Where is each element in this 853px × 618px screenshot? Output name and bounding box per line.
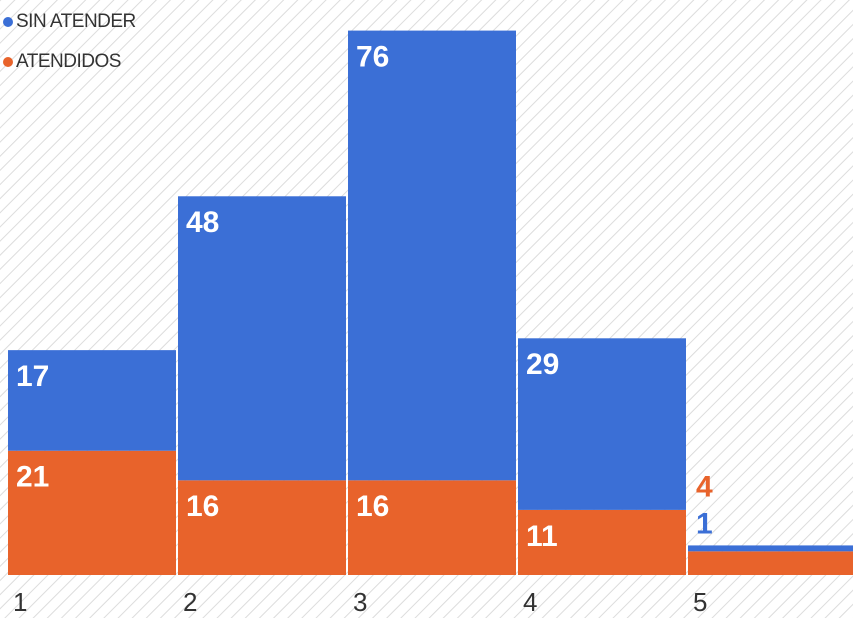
- legend-marker: [3, 57, 13, 67]
- data-label: 16: [186, 490, 219, 523]
- data-label: 76: [356, 41, 389, 74]
- data-label: 11: [526, 520, 558, 553]
- x-tick-label: 1: [13, 587, 27, 617]
- x-tick-label: 2: [183, 587, 197, 617]
- data-label: 29: [526, 348, 559, 381]
- bar-segment: [178, 196, 346, 481]
- x-tick-label: 5: [693, 587, 707, 617]
- bar-segment: [518, 509, 686, 575]
- x-tick-label: 4: [523, 587, 537, 617]
- bar-segment: [178, 480, 346, 575]
- bar-segment: [8, 450, 176, 575]
- bar-segment: [688, 551, 853, 575]
- x-tick-label: 3: [353, 587, 367, 617]
- legend-marker: [3, 17, 13, 27]
- legend-label: ATENDIDOS: [16, 51, 121, 72]
- bar-segment: [348, 30, 516, 481]
- data-label: 48: [186, 206, 219, 239]
- data-label: 1: [696, 507, 713, 540]
- data-label: 16: [356, 490, 389, 523]
- bar-segment: [688, 545, 853, 552]
- bar-segment: [8, 350, 176, 451]
- bar-segment: [348, 480, 516, 575]
- data-label: 17: [16, 360, 49, 393]
- bar-segment: [518, 338, 686, 510]
- data-label: 4: [696, 470, 713, 503]
- legend-label: SIN ATENDER: [16, 11, 136, 32]
- data-label: 21: [16, 461, 49, 494]
